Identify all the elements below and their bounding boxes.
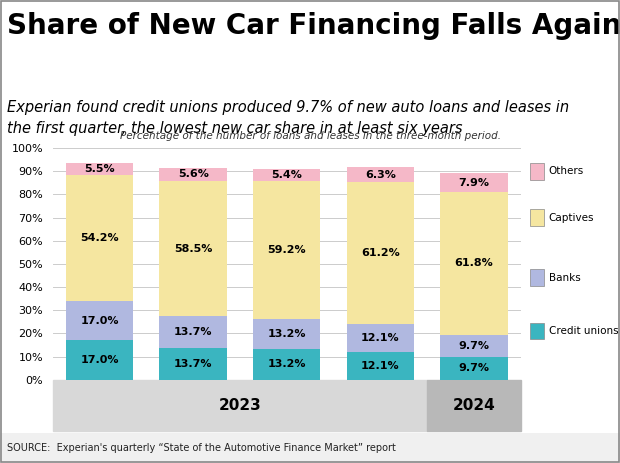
Text: 12.1%: 12.1%: [361, 361, 400, 371]
Text: Captives: Captives: [549, 213, 594, 223]
Text: 5.6%: 5.6%: [178, 169, 208, 179]
Text: 13.7%: 13.7%: [174, 327, 213, 337]
Text: Experian found credit unions produced 9.7% of new auto loans and leases in
the f: Experian found credit unions produced 9.…: [7, 100, 570, 136]
Bar: [347, 324, 414, 352]
Text: 6.3%: 6.3%: [365, 169, 396, 180]
Bar: [253, 181, 321, 319]
Text: 61.8%: 61.8%: [454, 258, 494, 268]
Text: 9.7%: 9.7%: [459, 363, 490, 374]
Bar: [159, 348, 227, 380]
Text: 59.2%: 59.2%: [267, 245, 306, 255]
Bar: [347, 167, 414, 182]
Text: 2023: 2023: [219, 398, 261, 413]
Text: 58.5%: 58.5%: [174, 244, 212, 254]
Bar: [66, 301, 133, 340]
Text: Share of New Car Financing Falls Again: Share of New Car Financing Falls Again: [7, 12, 620, 39]
Text: 5.4%: 5.4%: [272, 170, 302, 180]
Text: 13.2%: 13.2%: [267, 359, 306, 369]
Text: 17.0%: 17.0%: [80, 316, 119, 325]
Text: 13.7%: 13.7%: [174, 359, 213, 369]
Bar: [66, 340, 133, 380]
Text: Percentage of the number of loans and leases in the three-month period.: Percentage of the number of loans and le…: [120, 131, 500, 141]
Bar: [159, 316, 227, 348]
Bar: [253, 349, 321, 380]
Bar: [440, 173, 508, 192]
Bar: [440, 192, 508, 335]
Text: 9.7%: 9.7%: [459, 341, 490, 351]
Text: 61.2%: 61.2%: [361, 248, 400, 258]
Bar: [440, 357, 508, 380]
Bar: [159, 168, 227, 181]
Text: 13.2%: 13.2%: [267, 329, 306, 339]
Text: 17.0%: 17.0%: [80, 355, 119, 365]
Text: Credit unions: Credit unions: [549, 326, 618, 336]
Text: 7.9%: 7.9%: [459, 177, 490, 188]
Text: 2024: 2024: [453, 398, 495, 413]
Bar: [159, 181, 227, 316]
Text: 54.2%: 54.2%: [80, 233, 119, 243]
Text: SOURCE:  Experian's quarterly “State of the Automotive Finance Market” report: SOURCE: Experian's quarterly “State of t…: [7, 443, 396, 453]
Bar: [347, 182, 414, 324]
Text: Banks: Banks: [549, 273, 580, 283]
Text: 5.5%: 5.5%: [84, 164, 115, 174]
Bar: [66, 163, 133, 175]
Bar: [427, 380, 521, 431]
Text: 12.1%: 12.1%: [361, 332, 400, 343]
Bar: [440, 335, 508, 357]
Bar: [347, 352, 414, 380]
Bar: [253, 319, 321, 349]
Bar: [66, 175, 133, 301]
Bar: [253, 169, 321, 181]
Text: Others: Others: [549, 166, 584, 176]
Bar: [53, 380, 427, 431]
